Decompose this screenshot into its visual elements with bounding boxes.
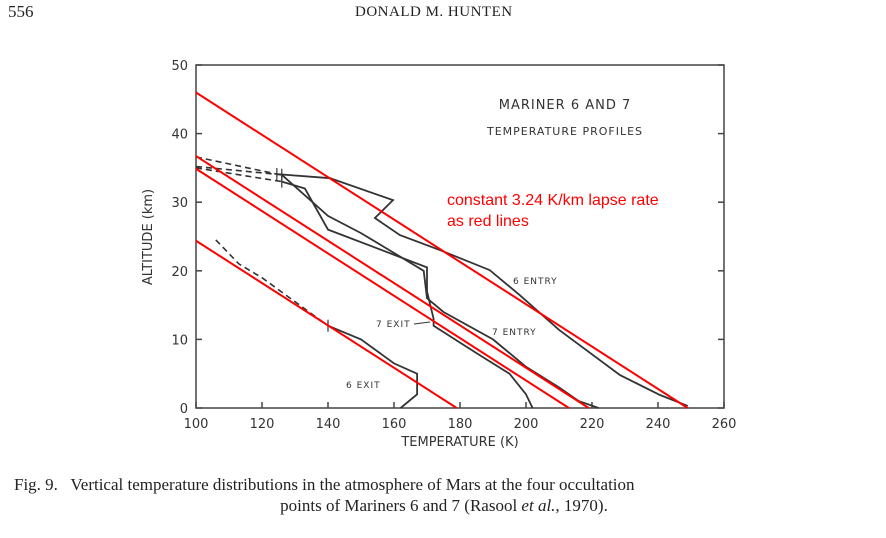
x-tick-label: 180 — [448, 417, 473, 432]
caption-text-line2b: , 1970). — [555, 496, 608, 515]
y-tick-label: 0 — [180, 402, 188, 417]
running-header-author: DONALD M. HUNTEN — [355, 4, 513, 20]
x-tick-label: 100 — [184, 417, 209, 432]
x-tick-label: 140 — [316, 417, 341, 432]
caption-text-line2a: points of Mariners 6 and 7 (Rasool — [280, 496, 522, 515]
caption-text-line1: Vertical temperature distributions in th… — [70, 475, 635, 494]
series-6-entry-dashed — [195, 156, 278, 175]
label-7-exit-leader — [413, 321, 431, 325]
annotation-line1: constant 3.24 K/km lapse rate — [447, 192, 659, 209]
x-axis-label: TEMPERATURE (K) — [400, 435, 518, 450]
x-tick-label: 160 — [382, 417, 407, 432]
lapse-rate-line — [195, 155, 590, 409]
plot-frame — [195, 64, 725, 409]
series-7-entry — [281, 174, 599, 409]
y-tick-label: 20 — [171, 265, 188, 280]
x-tick-label: 120 — [250, 417, 275, 432]
label-7-exit: 7 EXIT — [376, 320, 411, 330]
x-tick-label: 220 — [580, 417, 605, 432]
y-tick-label: 30 — [171, 196, 188, 211]
caption-text-italic: et al. — [521, 496, 556, 515]
series-6-entry — [276, 173, 689, 407]
lapse-rate-line — [195, 91, 689, 409]
x-tick-label: 200 — [514, 417, 539, 432]
series-7-entry-dashed — [195, 165, 282, 176]
series-6-exit-dashed — [215, 239, 329, 327]
annotation-line2: as red lines — [447, 213, 529, 230]
label-7-entry: 7 ENTRY — [492, 328, 537, 338]
series-6-exit — [327, 324, 419, 409]
figure-caption: Fig. 9. Vertical temperature distributio… — [14, 474, 874, 516]
chart-title-line1: MARINER 6 AND 7 — [499, 98, 632, 113]
x-tick-label: 260 — [712, 417, 737, 432]
y-tick-label: 40 — [171, 128, 188, 143]
chart-title-line2: TEMPERATURE PROFILES — [486, 125, 643, 138]
y-tick-label: 50 — [171, 59, 188, 74]
label-6-entry: 6 ENTRY — [513, 277, 558, 287]
y-axis-label: ALTITUDE (km) — [141, 189, 156, 285]
x-tick-label: 240 — [646, 417, 671, 432]
y-tick-label: 10 — [171, 333, 188, 348]
page-number: 556 — [8, 2, 34, 21]
lapse-rate-line — [195, 167, 570, 409]
axes: 100 120 140 160 180 200 220 240 260 01020304050 … — [141, 59, 736, 450]
series-7-exit-dashed — [195, 167, 282, 183]
caption-label: Fig. 9. — [14, 475, 58, 494]
lapse-rate-line — [195, 239, 458, 409]
series-7-exit — [281, 180, 534, 409]
label-6-exit: 6 EXIT — [346, 381, 381, 391]
